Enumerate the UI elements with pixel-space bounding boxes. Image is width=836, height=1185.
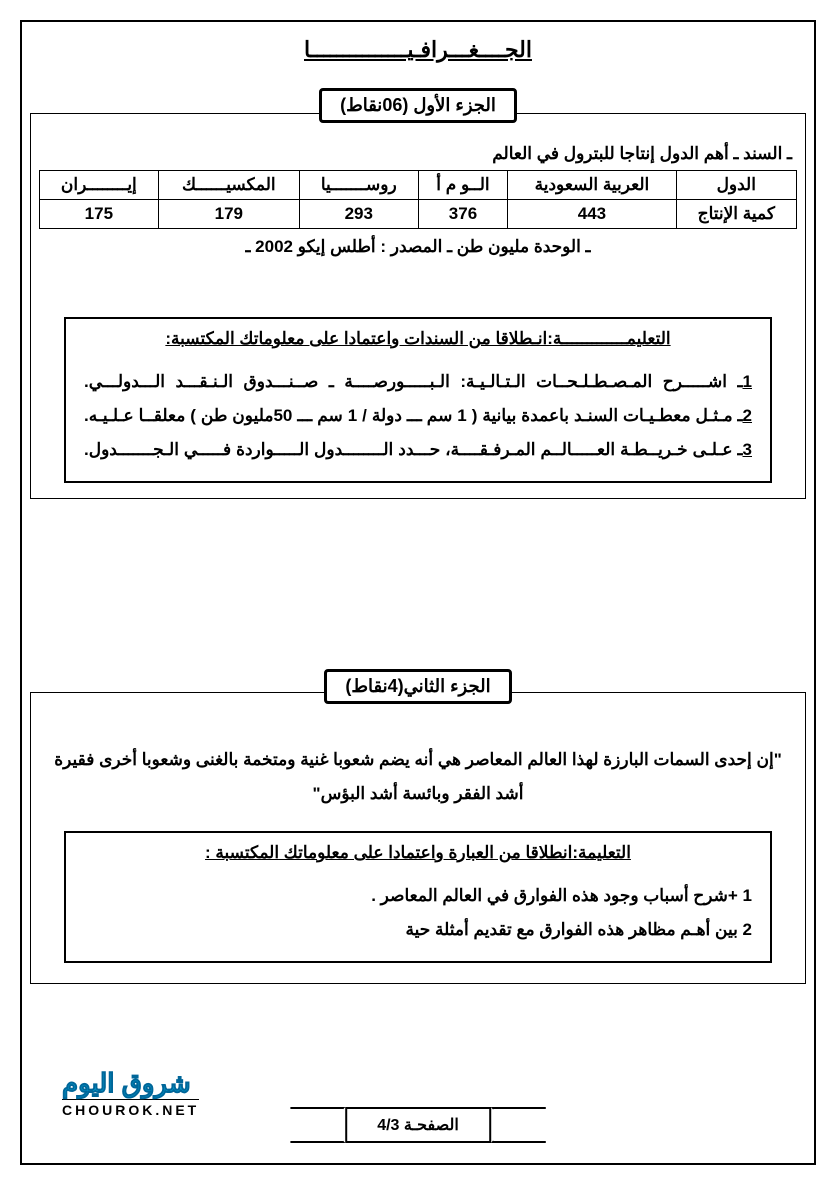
ribbon-left-icon	[491, 1107, 546, 1143]
oil-production-table: الدول العربية السعودية الــو م أ روســــ…	[39, 170, 797, 229]
spacer	[30, 499, 806, 659]
part2-header-box: الجزء الثاني(4نقاط)	[324, 669, 511, 704]
part1-header: الجزء الأول (06نقاط)	[30, 88, 806, 123]
col-russia: روســـــــيا	[299, 171, 418, 200]
ribbon-right-icon	[290, 1107, 345, 1143]
question-2: 2ـ مـثـل معطـيـات السنـد باعمدة بيانية (…	[84, 399, 752, 433]
part1-instruction-title: التعليمـــــــــــــة:انـطلاقا من السندا…	[84, 329, 752, 349]
page-number: الصفحـة 4/3	[345, 1107, 491, 1143]
part2-section: "إن إحدى السمات البارزة لهذا العالم المع…	[30, 692, 806, 984]
row-label: كمية الإنتاج	[676, 200, 796, 229]
page-frame: الجــــغـــرافـيـــــــــــــــا الجزء ا…	[20, 20, 816, 1165]
part2-instruction-title: التعليمة:انطلاقا من العبارة واعتمادا على…	[84, 843, 752, 863]
part2-header: الجزء الثاني(4نقاط)	[30, 669, 806, 704]
col-iran: إيــــــــران	[40, 171, 159, 200]
val-iran: 175	[40, 200, 159, 229]
quote-text: "إن إحدى السمات البارزة لهذا العالم المع…	[54, 743, 782, 811]
subject-title: الجــــغـــرافـيـــــــــــــــا	[30, 37, 806, 63]
watermark-arabic: شروق اليوم	[62, 1068, 199, 1099]
part2-q1: 1 +شرح أسباب وجود هذه الفوارق في العالم …	[84, 879, 752, 913]
part2-q2: 2 بين أهـم مظاهر هذه الفوارق مع تقديم أم…	[84, 913, 752, 947]
question-1: 1ـ اشـــــرح المـصـطـلـحــات الـتـالـيـة…	[84, 365, 752, 399]
col-country: الدول	[676, 171, 796, 200]
sanad-title: ـ السند ـ أهم الدول إنتاجا للبترول في ال…	[39, 144, 797, 164]
table-header-row: الدول العربية السعودية الــو م أ روســــ…	[40, 171, 797, 200]
table-caption: ـ الوحدة مليون طن ـ المصدر : أطلس إيكو 2…	[39, 237, 797, 257]
col-usa: الــو م أ	[418, 171, 508, 200]
page-footer: الصفحـة 4/3	[292, 1107, 544, 1143]
question-3: 3ـ عـلـى خـريــطـة العـــــالــم المـرفـ…	[84, 433, 752, 467]
val-mexico: 179	[158, 200, 299, 229]
part2-instructions: التعليمة:انطلاقا من العبارة واعتمادا على…	[64, 831, 772, 963]
val-usa: 376	[418, 200, 508, 229]
part1-section: ـ السند ـ أهم الدول إنتاجا للبترول في ال…	[30, 113, 806, 499]
watermark: شروق اليوم CHOUROK.NET	[62, 1068, 199, 1118]
col-mexico: المكسيــــــك	[158, 171, 299, 200]
val-russia: 293	[299, 200, 418, 229]
val-saudi: 443	[508, 200, 676, 229]
part1-header-box: الجزء الأول (06نقاط)	[319, 88, 517, 123]
watermark-latin: CHOUROK.NET	[62, 1099, 199, 1118]
table-data-row: كمية الإنتاج 443 376 293 179 175	[40, 200, 797, 229]
col-saudi: العربية السعودية	[508, 171, 676, 200]
part1-instructions: التعليمـــــــــــــة:انـطلاقا من السندا…	[64, 317, 772, 483]
